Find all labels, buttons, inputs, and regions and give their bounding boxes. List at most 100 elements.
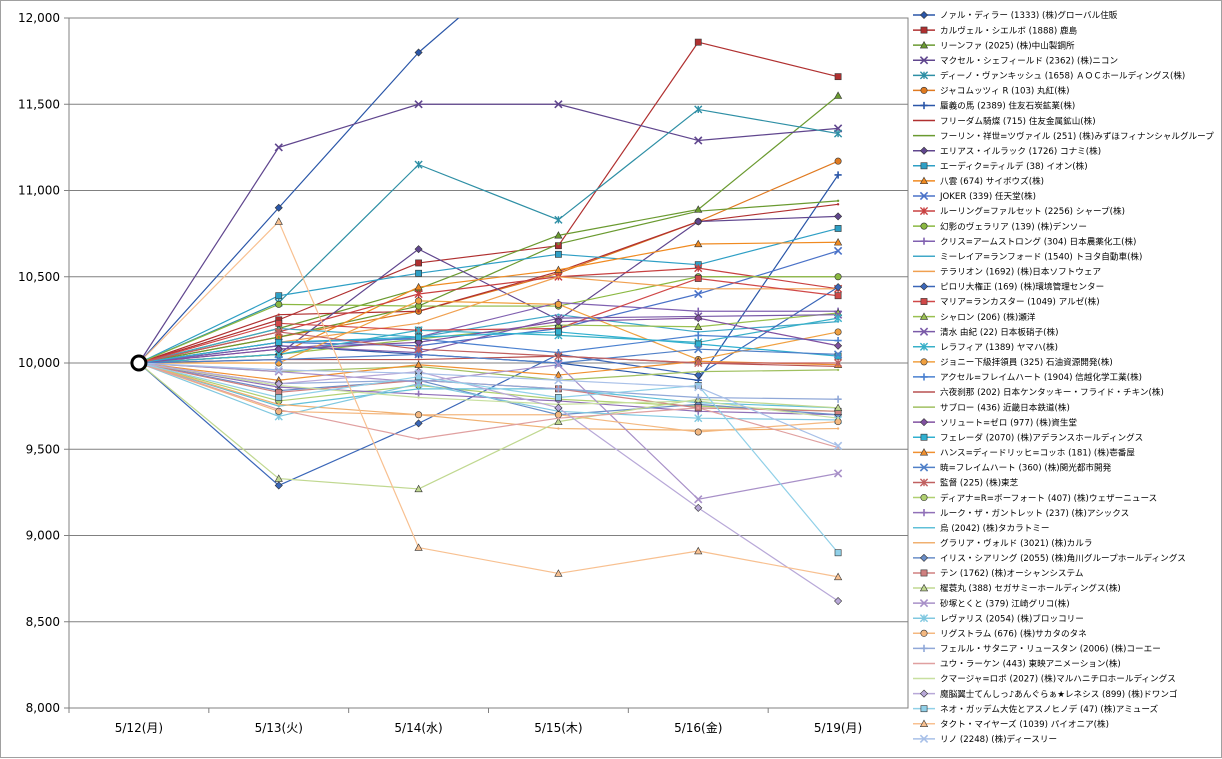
data-point (833, 469, 843, 478)
data-point (694, 331, 702, 339)
data-point (833, 314, 843, 323)
data-point (919, 448, 929, 456)
data-point (920, 298, 928, 305)
legend-label: フーリン・祥世=ツヴァイル (251) (株)みずほフィナンシャルグループ (940, 130, 1214, 142)
data-point (694, 503, 703, 512)
data-point (833, 572, 843, 581)
data-point (919, 206, 929, 216)
data-point (697, 399, 700, 403)
series-line (138, 331, 839, 364)
data-point (414, 369, 423, 378)
data-point (919, 10, 929, 20)
series-markers (130, 38, 843, 606)
data-point (919, 719, 929, 727)
legend-label: ノァル・ディラー (1333) (株)グローバル住販 (940, 9, 1118, 21)
x-tick-label: 5/16(金) (674, 720, 722, 735)
x-tick-label: 5/13(火) (255, 721, 303, 735)
data-point (277, 408, 280, 411)
data-point (554, 370, 563, 379)
legend-label: エリアス・イルラック (1726) コナミ(株) (940, 145, 1101, 157)
series-line (138, 362, 839, 447)
y-tick-label: 12,000 (18, 11, 60, 25)
data-point (834, 73, 842, 81)
data-point (554, 569, 563, 577)
legend-label: アクセル=フレイムハート (1904) 信越化学工業(株) (940, 371, 1142, 383)
data-point (834, 283, 843, 292)
series-line (138, 108, 839, 364)
data-point (275, 394, 283, 401)
data-point (554, 360, 563, 369)
data-point (694, 495, 703, 504)
data-point (694, 345, 703, 354)
data-point (555, 394, 562, 401)
data-point (919, 191, 929, 201)
data-point (414, 484, 423, 493)
legend-label: ジャコムッツィ R (103) 丸紅(株) (940, 85, 1070, 97)
data-point (919, 56, 929, 65)
series-line (138, 362, 839, 433)
legend-label: ミーレイア=ランフォード (1540) トヨタ自動車(株) (940, 250, 1142, 262)
data-point (919, 553, 929, 562)
data-point (834, 273, 842, 281)
data-point (833, 441, 843, 450)
legend-label: 砂塚とくと (379) 江崎グリコ(株) (940, 597, 1070, 609)
series-line (138, 277, 839, 364)
data-point (274, 327, 283, 337)
data-point (694, 340, 702, 348)
legend-label: シャロン (206) (株)瀬洋 (940, 311, 1036, 323)
x-tick-label: 5/15(木) (534, 721, 582, 735)
data-point (834, 597, 843, 606)
data-point (836, 203, 840, 206)
data-point (414, 345, 423, 354)
data-point (919, 614, 929, 623)
data-point (414, 48, 423, 57)
legend-label: 六夜刹那 (202) 日本ケンタッキー・フライド・チキン(株) (940, 386, 1164, 398)
legend-label: マリア=ランカスター (1049) アルゼ(株) (940, 296, 1100, 308)
data-point (833, 91, 843, 99)
data-point (919, 583, 929, 592)
legend-label: テラリオン (1692) (株)日本ソフトウェア (940, 266, 1101, 278)
data-point (554, 317, 563, 326)
series-line (138, 362, 839, 490)
data-point (920, 644, 928, 652)
data-point (274, 474, 283, 482)
legend-label: マクセル・シェフィールド (2362) (株)ニコン (940, 54, 1118, 66)
legend-label: クリス=アームストロング (304) 日本農薬化工(株) (940, 235, 1136, 247)
data-point (274, 355, 283, 364)
data-point (833, 246, 843, 256)
data-point (417, 437, 420, 441)
data-point (274, 379, 283, 388)
y-tick-label: 8,000 (26, 701, 60, 715)
data-point (557, 313, 560, 316)
data-point (557, 275, 560, 278)
y-tick-label: 11,500 (18, 97, 60, 111)
series-line (138, 41, 839, 364)
data-point (274, 143, 283, 152)
legend-label: レヴァリス (2054) (株)ブロッコリー (940, 612, 1084, 624)
data-point (554, 403, 563, 412)
data-point (834, 549, 842, 557)
data-point (274, 481, 283, 490)
legend-label: レラフィア (1389) ヤマハ(株) (940, 341, 1058, 353)
data-point (275, 407, 283, 415)
legend-label: ネオ・ガッデム大佐とアスノヒノデ (47) (株)アミューズ (940, 703, 1159, 715)
data-point (417, 387, 420, 391)
data-point (274, 217, 283, 225)
series-line (138, 103, 839, 364)
legend-label: グラリア・ヴォルド (3021) (株)カルラ (940, 537, 1092, 549)
data-point (554, 300, 562, 308)
legend-label: イリス・シアリング (2055) (株)角川グループホールディングス (940, 552, 1186, 564)
data-point (414, 160, 423, 169)
legend-label: リーンファ (2025) (株)中山製鋼所 (940, 39, 1075, 51)
data-point (919, 734, 929, 744)
legend-label: リグストラム (676) (株)サカタのタネ (940, 627, 1087, 639)
legend-label: 監督 (225) (株)東芝 (940, 477, 1019, 489)
y-tick-label: 10,500 (18, 270, 60, 284)
data-point (554, 352, 563, 361)
y-tick-label: 8,500 (26, 615, 60, 629)
legend-label: 幻影のヴェラリア (139) (株)デンソー (940, 220, 1087, 232)
data-point (554, 265, 563, 274)
data-point (834, 292, 842, 300)
series-line (138, 362, 839, 449)
data-point (417, 396, 420, 399)
